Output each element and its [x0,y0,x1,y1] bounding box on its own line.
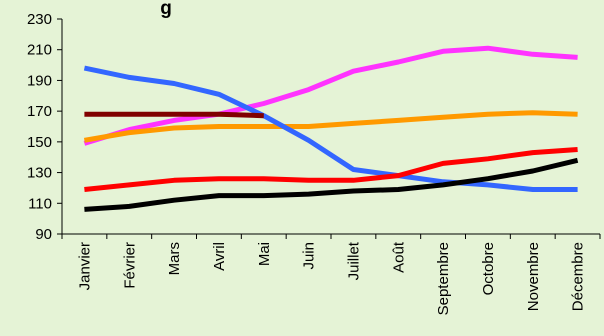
y-tick-label: 150 [27,134,52,151]
x-tick-label: Avril [211,242,228,271]
x-tick-label: Juillet [345,241,362,280]
series-line [84,157,579,212]
series-line [84,111,264,119]
x-tick-label: Décembre [570,242,587,311]
x-tick-label: Mars [166,242,183,275]
x-tick-label: Novembre [525,242,542,311]
series-line [84,147,578,192]
y-tick-label: 110 [28,195,52,212]
y-tick-label: 190 [27,72,52,89]
y-tick-label: 170 [27,103,52,120]
y-tick-label: 210 [27,42,52,59]
x-tick-label: Février [121,242,138,289]
x-tick-label: Septembre [435,242,452,315]
x-tick-label: Janvier [76,242,93,290]
series-line [83,110,578,143]
x-tick-label: Août [390,241,407,273]
x-tick-label: Mai [256,242,273,266]
y-tick-label: 130 [27,165,52,182]
series-line [83,65,578,192]
chart-title: g [160,0,172,19]
series-line [83,45,578,146]
x-tick-label: Octobre [480,242,497,295]
y-tick-label: 90 [35,226,52,243]
y-tick-label: 230 [27,11,52,28]
x-tick-label: Juin [301,242,318,270]
